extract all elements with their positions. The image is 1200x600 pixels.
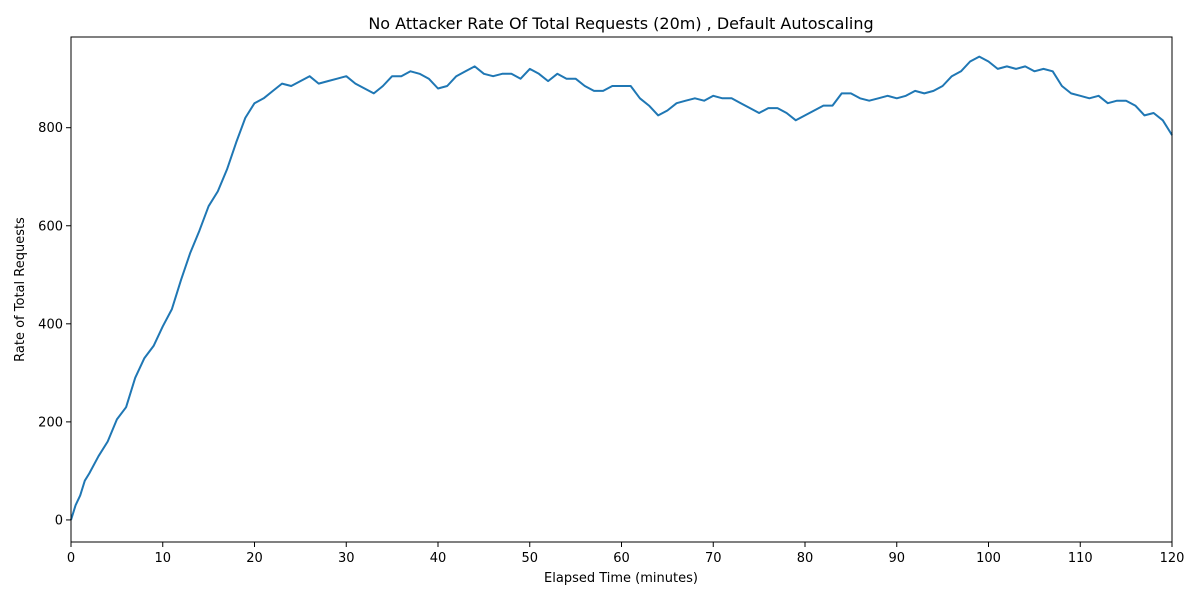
x-tick-label: 120 bbox=[1160, 551, 1185, 566]
chart-title: No Attacker Rate Of Total Requests (20m)… bbox=[368, 14, 873, 33]
x-tick-label: 30 bbox=[338, 551, 355, 566]
plot-frame bbox=[70, 36, 1173, 543]
y-tick-label: 400 bbox=[38, 317, 63, 332]
y-axis-title: Rate of Total Requests bbox=[13, 217, 28, 362]
y-tick-label: 200 bbox=[38, 415, 63, 430]
x-axis: 0 10 20 30 40 50 60 70 80 90 100 110 120 bbox=[67, 542, 1185, 566]
y-tick-label: 0 bbox=[55, 513, 63, 528]
x-tick-label: 70 bbox=[705, 551, 722, 566]
x-tick-label: 80 bbox=[797, 551, 814, 566]
series-line bbox=[70, 55, 1173, 521]
x-tick-label: 10 bbox=[154, 551, 171, 566]
plot-area bbox=[70, 55, 1173, 521]
y-tick-label: 600 bbox=[38, 219, 63, 234]
x-tick-label: 110 bbox=[1068, 551, 1093, 566]
x-tick-label: 60 bbox=[613, 551, 630, 566]
x-tick-label: 50 bbox=[521, 551, 538, 566]
x-tick-label: 90 bbox=[888, 551, 905, 566]
x-tick-label: 100 bbox=[976, 551, 1001, 566]
y-axis: 0 200 400 600 800 bbox=[38, 121, 71, 528]
x-tick-label: 20 bbox=[246, 551, 263, 566]
x-tick-label: 0 bbox=[67, 551, 75, 566]
x-axis-title: Elapsed Time (minutes) bbox=[544, 571, 698, 586]
x-tick-label: 40 bbox=[430, 551, 447, 566]
y-tick-label: 800 bbox=[38, 121, 63, 136]
